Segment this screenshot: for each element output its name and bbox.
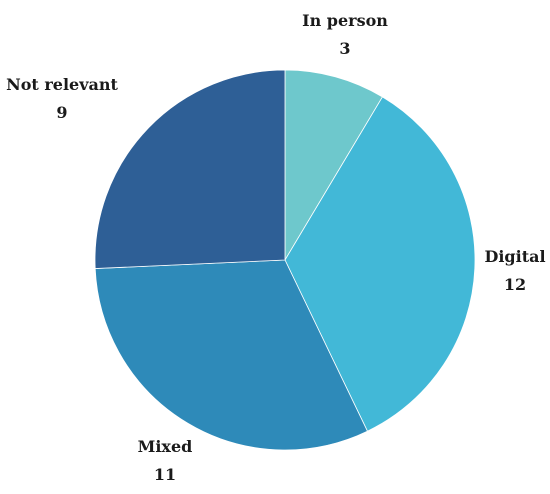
slice-value-not-relevant: 9 xyxy=(56,103,67,122)
pie-slice-digital xyxy=(284,96,476,432)
slice-label-digital: Digital xyxy=(484,247,545,266)
slice-label-not-relevant: Not relevant xyxy=(6,75,118,94)
slice-value-digital: 12 xyxy=(504,275,526,294)
pie-slices xyxy=(94,69,476,451)
slice-label-in-person: In person xyxy=(302,11,388,30)
pie-labels: In person 3 Digital 12 Mixed 11 Not relevant 9 xyxy=(6,11,545,484)
pie-slice-mixed xyxy=(94,259,368,451)
slice-value-in-person: 3 xyxy=(339,39,350,58)
pie-slice-in-person xyxy=(284,69,383,262)
pie-slice-not-relevant xyxy=(94,69,286,269)
slice-label-mixed: Mixed xyxy=(138,437,193,456)
slice-value-mixed: 11 xyxy=(154,465,176,484)
